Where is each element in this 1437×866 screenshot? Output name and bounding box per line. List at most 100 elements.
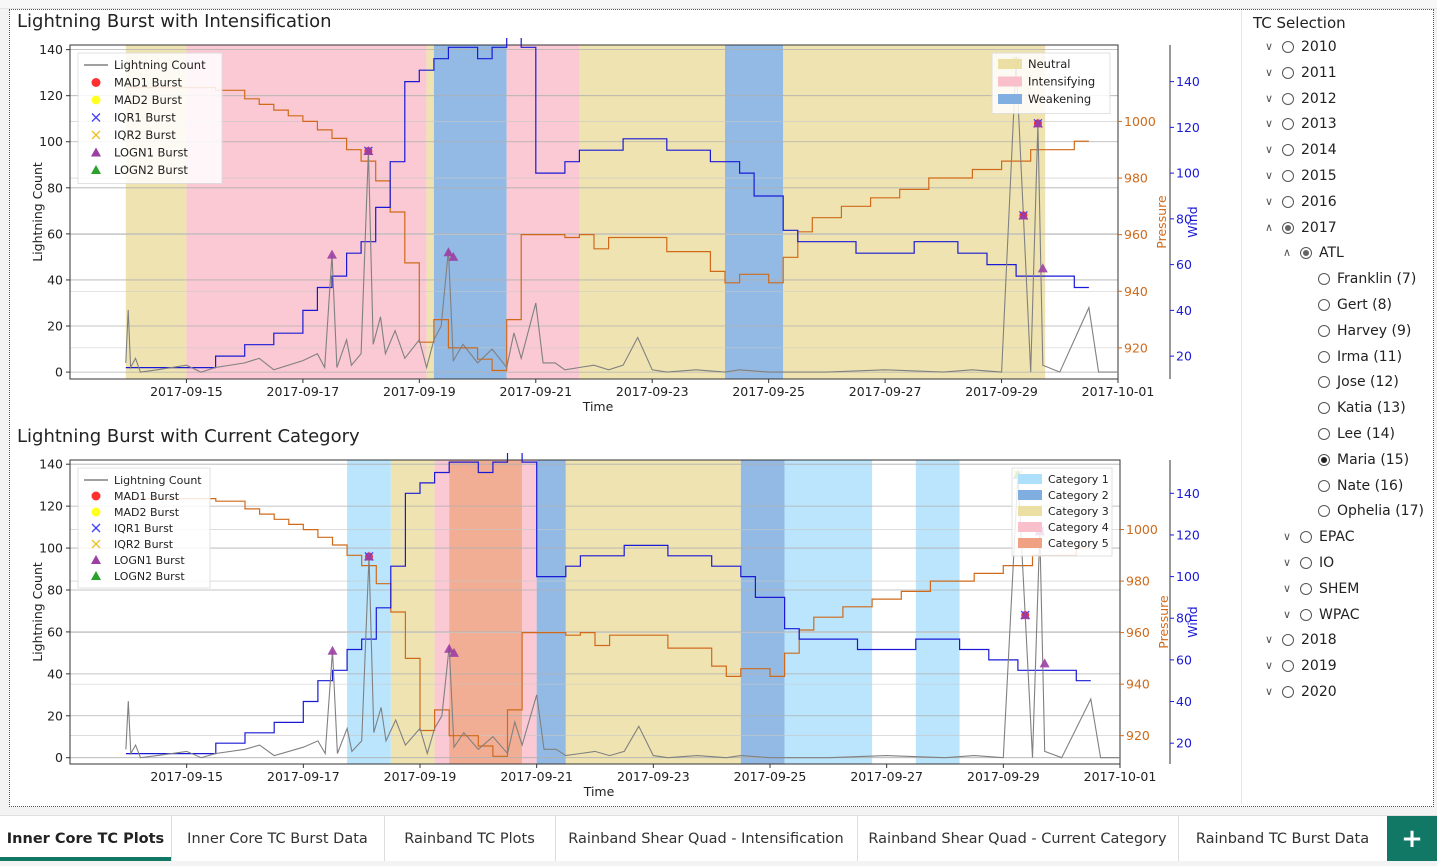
chevron-down-icon[interactable]: ∨ (1282, 530, 1292, 544)
y-tick-label: 20 (47, 708, 63, 723)
tree-storm-irma[interactable]: Irma (11) (1318, 346, 1402, 368)
tree-year-2018[interactable]: ∨ 2018 (1262, 629, 1337, 651)
legend-left-label: MAD2 Burst (114, 93, 183, 107)
chevron-down-icon[interactable]: ∨ (1264, 194, 1274, 208)
chevron-down-icon[interactable]: ∨ (1264, 91, 1274, 105)
radio-button[interactable] (1300, 557, 1312, 569)
chevron-down-icon[interactable]: ∨ (1282, 581, 1292, 595)
radio-button[interactable] (1282, 92, 1294, 105)
chevron-down-icon[interactable]: ∨ (1264, 169, 1274, 182)
tree-year-2010[interactable]: ∨ 2010 (1262, 36, 1337, 58)
radio-button[interactable] (1282, 195, 1294, 208)
radio-button[interactable] (1282, 118, 1294, 131)
tree-storm-nate[interactable]: Nate (16) (1318, 475, 1403, 497)
logn1-burst-marker (363, 551, 374, 561)
band-category-1 (915, 460, 960, 764)
radio-button[interactable] (1318, 402, 1330, 415)
tree-storm-maria[interactable]: Maria (15) (1318, 449, 1409, 471)
tab-inner-core-tc-burst-data[interactable]: Inner Core TC Burst Data (171, 816, 385, 861)
radio-button[interactable] (1282, 41, 1294, 53)
tree-storm-gert[interactable]: Gert (8) (1318, 294, 1392, 316)
legend-band-swatch (1018, 474, 1042, 484)
tree-storm-katia[interactable]: Katia (13) (1318, 397, 1406, 419)
legend-band-swatch (998, 59, 1022, 69)
radio-button[interactable] (1318, 505, 1330, 518)
radio-button[interactable] (1300, 582, 1312, 595)
radio-button[interactable] (1318, 428, 1330, 440)
band-category-2 (536, 460, 566, 764)
logn1-burst-marker (443, 247, 454, 257)
tree-year-2013[interactable]: ∨ 2013 (1262, 113, 1337, 135)
radio-button[interactable] (1282, 634, 1294, 647)
logn1-burst-marker (327, 645, 338, 655)
chevron-down-icon[interactable]: ∨ (1264, 143, 1274, 157)
chevron-down-icon[interactable]: ∨ (1264, 117, 1274, 131)
tab-rainband-shear-quad-intensification[interactable]: Rainband Shear Quad - Intensification (555, 816, 858, 861)
chevron-down-icon[interactable]: ∨ (1264, 65, 1274, 79)
chevron-down-icon[interactable]: ∨ (1264, 659, 1274, 673)
tree-storm-ophelia[interactable]: Ophelia (17) (1318, 500, 1424, 522)
chart1-title: Lightning Burst with Intensification (17, 11, 332, 32)
tree-storm-franklin[interactable]: Franklin (7) (1318, 268, 1416, 290)
tree-year-2011[interactable]: ∨ 2011 (1262, 62, 1337, 84)
tree-storm-jose[interactable]: Jose (12) (1318, 371, 1399, 393)
radio-button[interactable] (1318, 324, 1330, 337)
chevron-down-icon[interactable]: ∨ (1264, 40, 1274, 53)
tree-year-2016[interactable]: ∨ 2016 (1262, 191, 1337, 213)
logn1-burst-marker (1018, 210, 1029, 220)
plot-frame (69, 459, 1121, 765)
tree-year-2014[interactable]: ∨ 2014 (1262, 139, 1337, 161)
radio-button[interactable] (1300, 608, 1312, 621)
radio-button[interactable] (1282, 660, 1294, 673)
wind-tick-label: 80 (1176, 611, 1192, 626)
chevron-down-icon[interactable]: ∨ (1282, 607, 1292, 621)
radio-button[interactable] (1300, 247, 1312, 260)
chevron-down-icon[interactable]: ∨ (1282, 556, 1292, 569)
report-canvas: Lightning Burst with Intensification 0 20… (9, 9, 1434, 807)
tab-rainband-shear-quad-current-category[interactable]: Rainband Shear Quad - Current Category (857, 816, 1179, 861)
tab-rainband-tc-plots[interactable]: Rainband TC Plots (384, 816, 556, 861)
logn1-burst-marker (444, 643, 455, 653)
chevron-up-icon[interactable]: ∧ (1264, 220, 1274, 234)
chevron-up-icon[interactable]: ∧ (1282, 246, 1292, 260)
x-tick-label: 2017-09-25 (734, 769, 807, 784)
chevron-down-icon[interactable]: ∨ (1264, 633, 1274, 647)
tree-year-2019[interactable]: ∨ 2019 (1262, 655, 1337, 677)
tree-basin-shem[interactable]: ∨ SHEM (1280, 578, 1359, 600)
tree-basin-io[interactable]: ∨ IO (1280, 552, 1334, 574)
add-page-button[interactable]: + (1387, 816, 1437, 861)
radio-button[interactable] (1318, 299, 1330, 311)
legend-left-label: LOGN2 Burst (114, 163, 188, 177)
radio-button[interactable] (1282, 170, 1294, 182)
tree-storm-harvey[interactable]: Harvey (9) (1318, 320, 1411, 342)
legend-right-label: Category 1 (1048, 473, 1109, 486)
tab-inner-core-tc-plots[interactable]: Inner Core TC Plots (0, 816, 172, 861)
tab-label: Rainband TC Burst Data (1195, 830, 1370, 847)
radio-button[interactable] (1300, 531, 1312, 544)
tree-storm-lee[interactable]: Lee (14) (1318, 423, 1395, 445)
y-tick-label: 0 (55, 750, 63, 765)
radio-button[interactable] (1318, 376, 1330, 389)
radio-button[interactable] (1282, 66, 1294, 79)
tab-rainband-tc-burst-data[interactable]: Rainband TC Burst Data (1178, 816, 1388, 861)
radio-button[interactable] (1318, 350, 1330, 363)
tree-basin-atl[interactable]: ∧ ATL (1280, 242, 1344, 264)
tree-year-2020[interactable]: ∨ 2020 (1262, 681, 1337, 703)
wind-tick-label: 40 (1176, 694, 1192, 709)
radio-button[interactable] (1282, 144, 1294, 157)
tree-year-2017[interactable]: ∧ 2017 (1262, 217, 1337, 239)
tree-basin-epac[interactable]: ∨ EPAC (1280, 526, 1355, 548)
radio-button[interactable] (1318, 479, 1330, 492)
radio-button[interactable] (1282, 686, 1294, 698)
y-tick-label: 120 (39, 499, 63, 514)
tree-year-2012[interactable]: ∨ 2012 (1262, 88, 1337, 110)
chevron-down-icon[interactable]: ∨ (1264, 685, 1274, 698)
radio-button[interactable] (1318, 273, 1330, 286)
radio-button[interactable] (1282, 221, 1294, 234)
legend-left-box (77, 467, 211, 589)
radio-button[interactable] (1318, 453, 1330, 466)
tree-basin-wpac[interactable]: ∨ WPAC (1280, 604, 1360, 626)
tree-year-2015[interactable]: ∨ 2015 (1262, 165, 1337, 187)
logn1-burst-marker (449, 647, 460, 657)
tree-item-label: 2014 (1301, 142, 1337, 159)
